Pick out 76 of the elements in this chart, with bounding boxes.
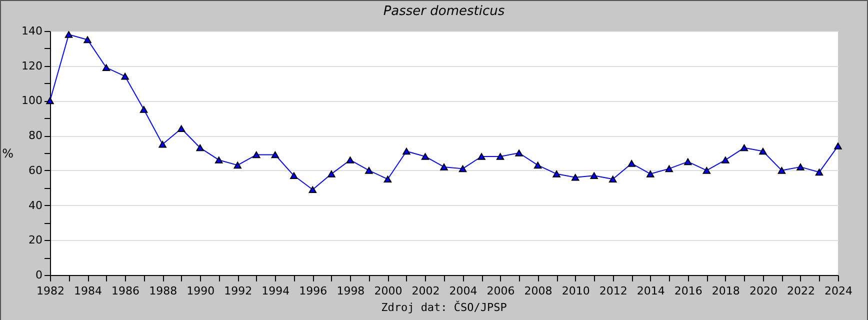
point (234, 162, 242, 169)
point (365, 167, 373, 174)
y-axis-title: % (2, 146, 14, 160)
point (552, 170, 560, 178)
x-tick-label: 1984 (74, 284, 102, 298)
point (64, 31, 73, 38)
point (440, 164, 448, 170)
point (515, 150, 523, 156)
point (196, 144, 204, 152)
x-tick-label: 2016 (674, 284, 702, 298)
point (759, 148, 767, 155)
x-tick-label: 2014 (636, 284, 665, 298)
point (328, 170, 336, 178)
point (571, 174, 580, 181)
point (290, 172, 298, 180)
x-tick-label: 2022 (786, 284, 815, 298)
point (271, 151, 279, 158)
y-tick-label: 120 (22, 59, 42, 72)
y-tick-label: 40 (28, 198, 42, 212)
point (384, 176, 392, 183)
point (458, 165, 467, 172)
x-tick-label: 2000 (374, 284, 402, 298)
point (346, 156, 354, 164)
x-tick-label: 2018 (712, 284, 740, 298)
point (534, 162, 542, 169)
y-tick-label: 80 (28, 129, 42, 142)
x-tick-label: 1988 (149, 284, 178, 298)
point (84, 36, 92, 44)
x-tick-label: 1998 (336, 284, 365, 298)
x-tick-label: 1982 (36, 284, 64, 298)
point (215, 156, 223, 164)
chart-title: Passer domesticus (383, 4, 505, 19)
point (140, 106, 148, 113)
x-tick-label: 2004 (449, 284, 478, 298)
point (815, 168, 824, 176)
x-tick-label: 2012 (599, 284, 628, 298)
point (796, 164, 804, 170)
point (628, 160, 636, 167)
text: Zdroj dat: ČSO/JPSP (381, 300, 508, 314)
y-tick-label: 100 (22, 94, 42, 108)
y-tick-label: 20 (28, 234, 42, 247)
x-tick-label: 1994 (262, 284, 290, 298)
x-tick-label: 2010 (562, 284, 590, 298)
point (158, 140, 166, 148)
y-tick-label: 60 (28, 164, 42, 177)
y-tick-label: 140 (22, 24, 42, 38)
point (496, 153, 504, 160)
point (590, 172, 598, 180)
x-tick-label: 1992 (224, 284, 252, 298)
point (308, 186, 317, 194)
x-tick-label: 2002 (412, 284, 440, 298)
x-tick-label: 1990 (186, 284, 215, 298)
x-tick-label: 2008 (524, 284, 552, 298)
point (252, 151, 260, 158)
x-tick-label: 2020 (749, 284, 778, 298)
x-tick-label: 2006 (486, 284, 515, 298)
point (102, 64, 110, 72)
point (478, 153, 486, 160)
point (121, 72, 129, 80)
point (778, 167, 786, 174)
point (402, 148, 410, 155)
x-tick-label: 1996 (299, 284, 328, 298)
point (177, 125, 186, 132)
x-tick-label: 1986 (112, 284, 140, 298)
point (702, 167, 711, 174)
x-tick-label: 2024 (824, 284, 852, 298)
point (609, 176, 617, 183)
point (646, 170, 654, 178)
point (421, 153, 430, 160)
point (834, 142, 842, 150)
point (46, 97, 54, 104)
y-tick-label: 0 (36, 268, 42, 282)
point (665, 165, 673, 172)
point (684, 158, 692, 166)
point (722, 156, 730, 164)
point (740, 144, 748, 152)
